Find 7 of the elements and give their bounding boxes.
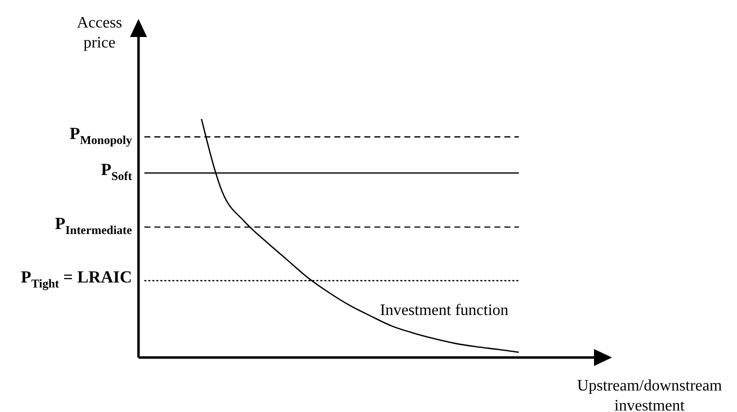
ref-line-label: P$_{Monopoly}$ bbox=[70, 124, 132, 147]
ref-line-label: P$_{Tight}$ = LRAIC bbox=[20, 268, 132, 291]
y-axis-title: Access price bbox=[76, 14, 122, 52]
ref-line-label: P$_{Intermediate}$ bbox=[54, 214, 133, 238]
x-axis-title: Upstream/downstream investment bbox=[577, 378, 722, 412]
annotation: Investment function bbox=[380, 302, 508, 319]
ref-line-label: P$_{Soft}$ bbox=[100, 160, 132, 184]
